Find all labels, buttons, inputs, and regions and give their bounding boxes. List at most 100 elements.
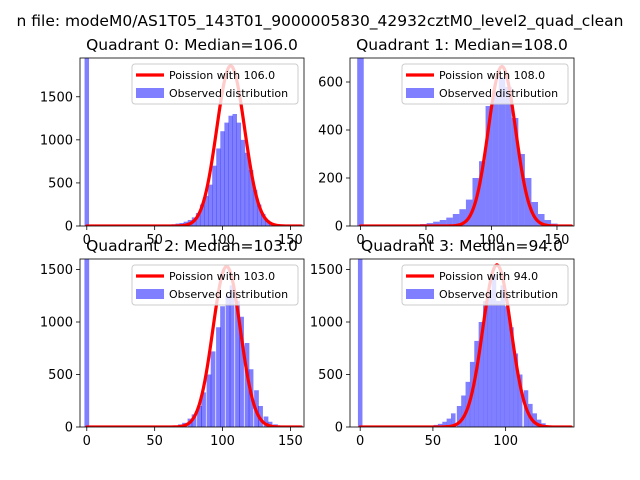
histogram-bar	[478, 322, 484, 427]
legend: Poission with 108.0 Observed distribution	[401, 63, 569, 105]
plot-area	[84, 58, 303, 226]
histogram-bar	[229, 285, 235, 427]
legend-label-poisson: Poission with 108.0	[439, 69, 545, 82]
y-tick-label: 500	[48, 176, 73, 191]
histogram-bar	[236, 122, 242, 226]
histogram-bar	[191, 414, 197, 427]
histogram-bar	[244, 152, 250, 226]
x-tick-label: 100	[479, 233, 504, 248]
histogram-bar	[442, 421, 447, 427]
histogram-bar	[232, 114, 237, 226]
histogram-bar	[518, 154, 525, 226]
histogram-bar	[240, 139, 246, 226]
x-tick-label: 150	[545, 233, 570, 248]
x-tick-label: 50	[146, 233, 163, 248]
histogram-bar	[544, 220, 552, 226]
legend-patch-swatch	[406, 88, 434, 98]
x-tick-label: 0	[83, 434, 91, 449]
y-tick-label: 500	[318, 368, 343, 383]
histogram-bar	[228, 115, 233, 226]
x-tick-label: 50	[418, 233, 435, 248]
legend-frame	[131, 63, 299, 105]
x-tick-label: 0	[356, 233, 364, 248]
histogram-bar	[456, 406, 462, 427]
histogram-bar	[509, 327, 514, 427]
x-tick-label: 150	[278, 233, 303, 248]
histogram-bar	[505, 86, 512, 226]
histogram-bar	[265, 219, 270, 226]
poisson-curve	[85, 264, 303, 427]
histogram-bar	[197, 406, 202, 427]
legend-frame	[401, 63, 569, 105]
x-tick-label: 0	[356, 434, 364, 449]
histogram-bar	[84, 58, 90, 226]
x-tick-label: 50	[425, 434, 442, 449]
histogram-bar	[195, 213, 201, 226]
histogram-bar	[498, 77, 506, 226]
y-tick-label: 0	[335, 421, 343, 436]
panel-title: Quadrant 1: Median=108.0	[356, 36, 568, 54]
legend: Poission with 103.0 Observed distribution	[131, 264, 299, 306]
plot-area	[357, 58, 573, 226]
histogram-bar	[216, 148, 221, 226]
y-tick-label: 1000	[40, 133, 73, 148]
histogram-bar	[201, 392, 206, 427]
legend-patch-swatch	[136, 88, 164, 98]
y-tick-label: 1000	[40, 316, 73, 331]
axes-frame	[349, 57, 575, 227]
histogram-bar	[452, 214, 460, 226]
poisson-curve	[358, 263, 573, 427]
histogram-bar	[248, 170, 254, 226]
histogram-bar	[536, 419, 542, 427]
histogram-bar	[235, 301, 240, 427]
histogram-bar	[511, 118, 519, 226]
histogram-bar	[239, 316, 244, 427]
histogram-bar	[225, 295, 231, 427]
histogram-bar	[224, 122, 229, 226]
y-tick-label: 500	[48, 368, 73, 383]
histogram-bar	[479, 161, 486, 226]
histogram-bar	[465, 199, 473, 226]
histogram-bar	[357, 58, 364, 226]
histogram-bar	[487, 290, 492, 427]
histogram-bar	[461, 395, 466, 427]
panel-title: Quadrant 2: Median=103.0	[86, 237, 298, 255]
y-tick-label: 1500	[40, 263, 73, 278]
legend-label-observed: Observed distribution	[169, 87, 288, 100]
y-tick-label: 1500	[40, 90, 73, 105]
x-tick-label: 100	[210, 434, 235, 449]
x-tick-label: 100	[493, 434, 518, 449]
histogram-bar	[216, 327, 221, 427]
histogram-bar	[504, 306, 510, 427]
legend-label-poisson: Poission with 106.0	[169, 69, 275, 82]
histogram-bar	[532, 413, 537, 427]
plot-area	[84, 259, 303, 427]
histogram-bar	[500, 285, 505, 427]
plot-area	[357, 259, 573, 427]
figure-title: n file: modeM0/AS1T05_143T01_9000005830_…	[17, 12, 624, 31]
histogram-bar	[474, 340, 479, 427]
histogram-bar	[433, 221, 440, 226]
histogram-bar	[459, 209, 466, 226]
histogram-bar	[220, 131, 225, 226]
x-tick-label: 50	[146, 434, 163, 449]
y-tick-label: 0	[65, 220, 73, 235]
histogram-bar	[212, 165, 217, 226]
y-tick-label: 600	[318, 76, 343, 91]
y-tick-label: 1000	[310, 316, 343, 331]
legend-frame	[401, 264, 569, 306]
y-tick-label: 0	[65, 421, 73, 436]
x-tick-label: 150	[278, 434, 303, 449]
histogram-bar	[261, 213, 266, 226]
x-tick-label: 100	[210, 233, 235, 248]
y-tick-label: 1500	[310, 263, 343, 278]
histogram-bar	[244, 343, 250, 427]
histogram-bar	[256, 204, 262, 226]
histogram-bar	[491, 274, 497, 427]
histogram-bar	[439, 220, 447, 226]
histogram-bar	[446, 217, 453, 226]
